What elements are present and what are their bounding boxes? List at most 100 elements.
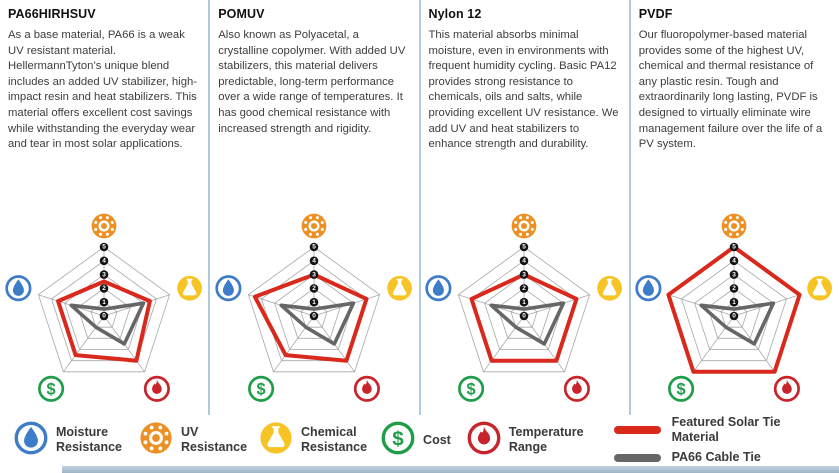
dollar-icon: $: [381, 421, 415, 460]
svg-text:0: 0: [102, 313, 106, 320]
legend-item-chemical: Chemical Resistance: [259, 421, 367, 460]
legend-item-uv: UV Resistance: [139, 421, 247, 460]
sun-icon: [91, 213, 116, 239]
featured-series-polygon: [55, 279, 152, 363]
material-column-nylon12: Nylon 12 This material absorbs minimal m…: [421, 0, 631, 415]
svg-text:4: 4: [312, 258, 316, 265]
svg-text:$: $: [256, 380, 265, 398]
dollar-icon-glyph: $: [381, 421, 415, 454]
material-description: Our fluoropolymer-based material provide…: [638, 29, 823, 151]
flame-icon: [143, 375, 170, 402]
legend-label: Temperature Range: [508, 425, 584, 454]
legend-label: Featured Solar Tie Material: [671, 415, 781, 444]
svg-text:0: 0: [312, 313, 316, 320]
scale-ticks: 5 4 3 2 1 0: [99, 242, 108, 321]
svg-text:$: $: [677, 380, 686, 398]
radar-svg: 5 4 3 2 1 0 $: [4, 213, 202, 402]
flask-icon-glyph: [260, 421, 292, 454]
legend-item-pa66-cable-tie: PA66 Cable Tie: [613, 450, 781, 465]
radar-chart-pomuv: 5 4 3 2 1 0 $: [214, 210, 414, 415]
flame-icon: [467, 421, 501, 460]
svg-text:1: 1: [522, 299, 526, 306]
droplet-icon: [635, 275, 662, 302]
dollar-icon: $: [247, 375, 275, 402]
flask-icon: [176, 275, 202, 301]
pa66-series-polygon: [279, 301, 356, 346]
svg-text:3: 3: [733, 271, 737, 278]
material-title: POMUV: [218, 7, 265, 21]
sun-icon: [722, 213, 747, 239]
svg-text:2: 2: [522, 285, 526, 292]
legend-item-moisture: Moisture Resistance: [14, 421, 122, 460]
legend-label: Moisture Resistance: [56, 425, 123, 454]
svg-text:5: 5: [522, 244, 526, 251]
legend-label: PA66 Cable Tie: [671, 450, 761, 464]
flame-icon: [563, 375, 591, 402]
pa66-series-polygon: [489, 301, 566, 346]
flame-icon: [353, 375, 380, 402]
sun-icon: [301, 213, 327, 239]
svg-text:4: 4: [522, 258, 526, 265]
scale-ticks: 5 4 3 2 1 0: [519, 242, 529, 321]
radar-svg: 5 4 3 2 1 0 $: [635, 213, 833, 402]
legend-item-cost: $ Cost: [381, 421, 451, 460]
pa66-line-swatch: [613, 453, 661, 462]
sun-icon: [511, 213, 537, 239]
scale-ticks: 5 4 3 2 1 0: [309, 242, 319, 321]
flask-icon: [807, 275, 833, 301]
radar-chart-pa66hirhsuv: 5 4 3 2 1 0 $: [4, 210, 204, 415]
material-title: Nylon 12: [428, 7, 482, 21]
radar-chart-nylon12: 5 4 3 2 1 0 $: [424, 210, 624, 415]
svg-text:$: $: [392, 427, 404, 450]
svg-text:5: 5: [102, 244, 106, 251]
flame-icon: [774, 375, 801, 402]
svg-text:1: 1: [312, 299, 316, 306]
droplet-icon: [14, 421, 48, 460]
droplet-icon: [425, 275, 452, 302]
legend-label: UV Resistance: [181, 425, 248, 454]
svg-text:2: 2: [312, 285, 316, 292]
featured-series-polygon: [252, 272, 369, 363]
flask-icon: [259, 421, 293, 460]
droplet-icon: [4, 275, 32, 302]
sun-icon: [139, 421, 173, 460]
material-description: As a base material, PA66 is a weak UV re…: [8, 29, 198, 151]
legend-label: Chemical Resistance: [301, 425, 368, 454]
svg-text:$: $: [46, 380, 55, 398]
material-column-pa66hirhsuv: PA66HIRHSUV As a base material, PA66 is …: [0, 0, 211, 415]
sun-icon-glyph: [140, 421, 172, 454]
droplet-icon-glyph: [14, 421, 48, 454]
flask-icon: [597, 275, 623, 301]
bottom-divider-bar: [62, 466, 839, 473]
material-column-pvdf: PVDF Our fluoropolymer-based material pr…: [631, 0, 839, 415]
dollar-icon: $: [458, 375, 485, 402]
legend-item-featured-material: Featured Solar Tie Material: [613, 415, 781, 445]
legend-item-temperature: Temperature Range: [467, 421, 584, 460]
svg-text:$: $: [467, 380, 476, 398]
radar-svg: 5 4 3 2 1 0 $: [425, 213, 623, 402]
flame-icon-glyph: [467, 421, 501, 454]
pa66-series-polygon: [699, 301, 776, 346]
legend: Moisture Resistance UV Resistance Chemical…: [0, 415, 839, 465]
svg-text:3: 3: [312, 271, 316, 278]
radar-chart-pvdf: 5 4 3 2 1 0 $: [634, 210, 834, 415]
dollar-icon: $: [668, 375, 695, 402]
featured-line-swatch: [613, 426, 661, 434]
material-description: Also known as Polyacetal, a crystalline …: [218, 29, 406, 135]
svg-text:5: 5: [312, 244, 316, 251]
legend-label: Cost: [423, 432, 451, 447]
featured-series-polygon: [666, 245, 802, 374]
droplet-icon: [215, 275, 242, 302]
material-title: PVDF: [638, 7, 673, 21]
material-column-pomuv: POMUV Also known as Polyacetal, a crysta…: [210, 0, 421, 415]
flask-icon: [387, 275, 412, 301]
svg-text:0: 0: [733, 313, 737, 320]
pa66-series-polygon: [69, 301, 145, 346]
svg-text:3: 3: [102, 271, 106, 278]
svg-text:2: 2: [102, 285, 106, 292]
dollar-icon: $: [37, 375, 64, 402]
legend-series: Featured Solar Tie Material PA66 Cable Ti…: [613, 415, 781, 465]
material-description: This material absorbs minimal moisture, …: [428, 29, 619, 151]
svg-text:5: 5: [733, 244, 737, 251]
svg-text:4: 4: [102, 258, 106, 265]
